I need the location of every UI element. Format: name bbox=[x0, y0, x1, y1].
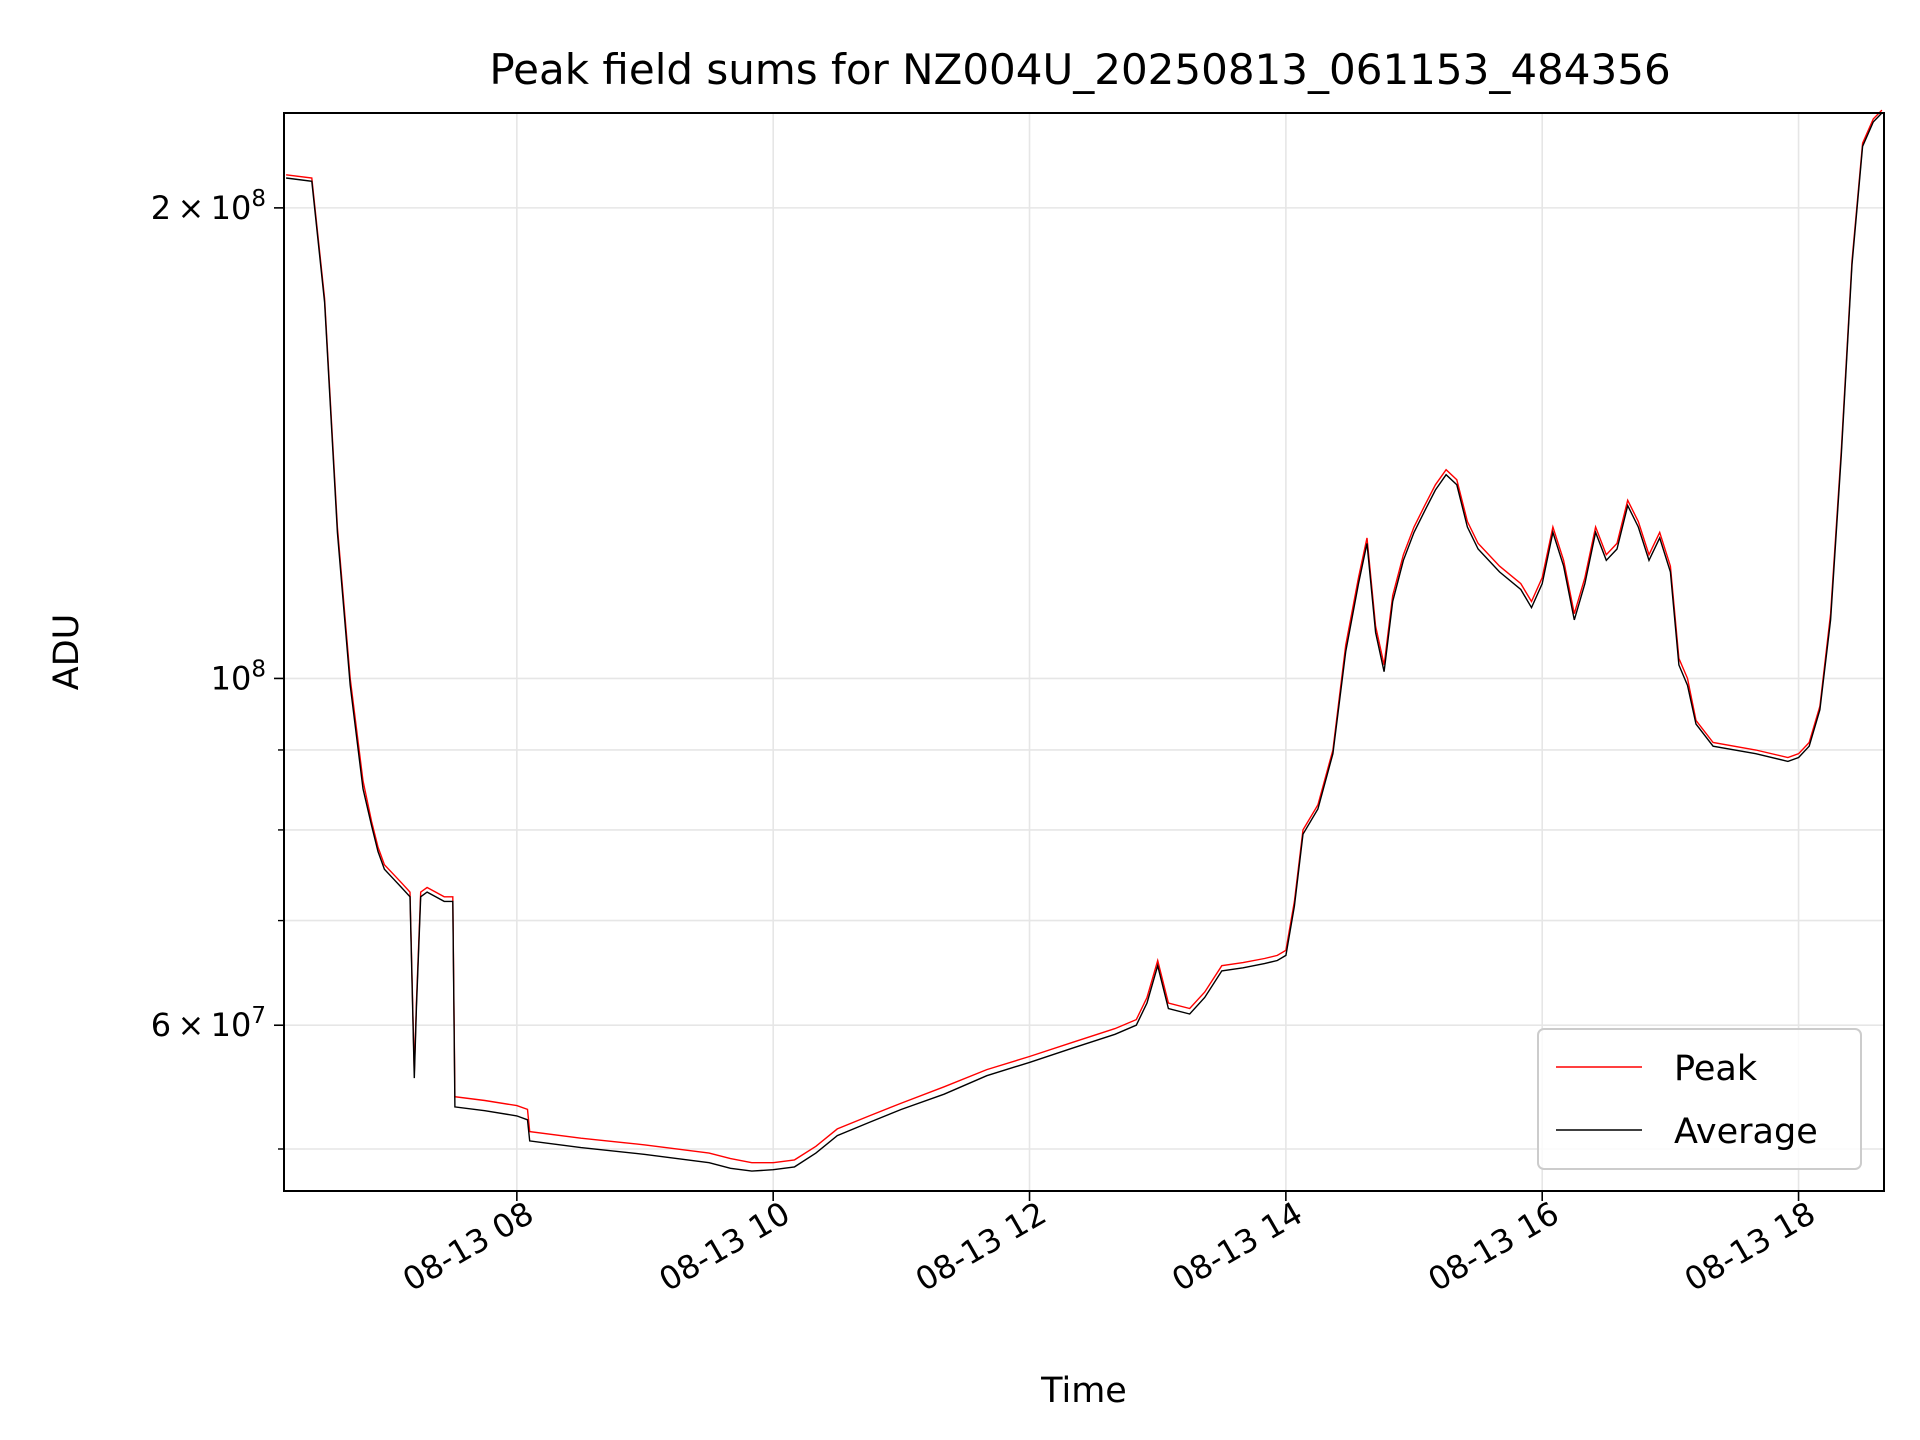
chart-title: Peak field sums for NZ004U_20250813_0611… bbox=[489, 45, 1670, 94]
y-axis-label: ADU bbox=[47, 614, 87, 691]
y-tick-label: 2 × 108 bbox=[151, 186, 266, 227]
legend-label-peak: Peak bbox=[1674, 1049, 1758, 1089]
y-tick-label: 108 bbox=[211, 656, 266, 697]
y-tick-label: 6 × 107 bbox=[151, 1003, 266, 1044]
x-axis-label: Time bbox=[1040, 1371, 1127, 1411]
series-line-average bbox=[286, 112, 1883, 1172]
series-layer bbox=[286, 109, 1883, 1172]
legend-box bbox=[1537, 1028, 1862, 1170]
plot-frame bbox=[283, 112, 1885, 1192]
legend: Peak Average bbox=[1537, 1028, 1862, 1170]
series-line-peak bbox=[286, 109, 1883, 1164]
legend-label-average: Average bbox=[1674, 1112, 1818, 1152]
y-axis: 2 × 108 108 6 × 107 bbox=[151, 186, 284, 1150]
